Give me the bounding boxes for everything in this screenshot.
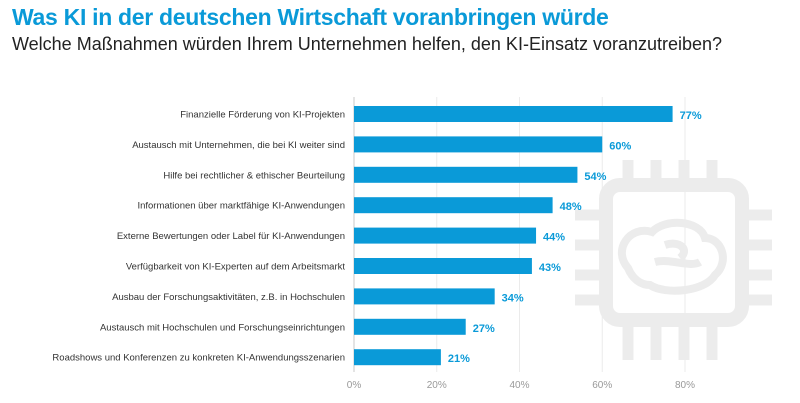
category-label: Ausbau der Forschungsaktivitäten, z.B. i… — [112, 292, 345, 303]
bar — [354, 258, 532, 274]
data-label: 77% — [680, 110, 702, 122]
category-label: Austausch mit Unternehmen, die bei KI we… — [132, 140, 345, 151]
x-tick-label: 40% — [509, 380, 529, 391]
category-label: Verfügbarkeit von KI-Experten auf dem Ar… — [126, 262, 345, 273]
category-label: Externe Bewertungen oder Label für KI-An… — [117, 231, 345, 242]
category-label: Austausch mit Hochschulen und Forschungs… — [100, 322, 345, 333]
data-label: 43% — [539, 262, 561, 274]
category-label: Roadshows und Konferenzen zu konkreten K… — [52, 353, 345, 364]
data-label: 60% — [609, 140, 631, 152]
data-label: 54% — [584, 171, 606, 183]
data-label: 44% — [543, 232, 565, 244]
chart-subtitle: Welche Maßnahmen würden Ihrem Unternehme… — [12, 34, 723, 54]
bar — [354, 349, 441, 366]
data-label: 34% — [502, 292, 524, 304]
bar — [354, 197, 553, 214]
chart-title: Was KI in der deutschen Wirtschaft voran… — [12, 4, 609, 30]
category-label: Finanzielle Förderung von KI-Projekten — [180, 110, 345, 121]
bar — [354, 227, 537, 244]
x-tick-label: 60% — [592, 380, 612, 391]
x-tick-label: 80% — [675, 380, 695, 391]
chip-brain-icon — [575, 160, 772, 360]
data-label: 48% — [560, 201, 582, 213]
x-tick-label: 20% — [427, 380, 447, 391]
data-label: 27% — [473, 323, 495, 335]
category-label: Hilfe bei rechtlicher & ethischer Beurte… — [163, 170, 345, 181]
bar — [354, 166, 578, 183]
data-label: 21% — [448, 353, 470, 365]
bar — [354, 318, 466, 335]
bar — [354, 136, 603, 153]
bar — [354, 288, 495, 305]
bar — [354, 106, 673, 122]
category-label: Informationen über marktfähige KI-Anwend… — [137, 201, 345, 212]
x-tick-label: 0% — [347, 380, 362, 391]
